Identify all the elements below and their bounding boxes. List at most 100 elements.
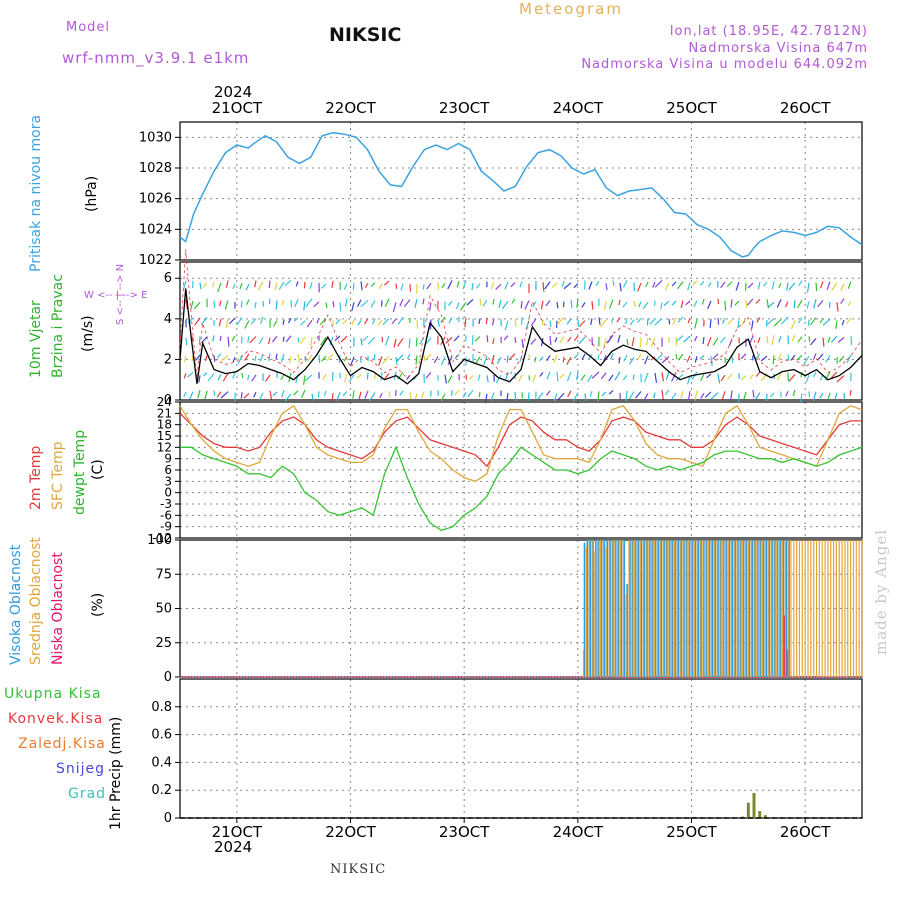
wind-arrow bbox=[561, 280, 565, 288]
y-tick-label: 100 bbox=[147, 533, 172, 548]
wind-arrow bbox=[754, 392, 761, 401]
wind-arrow bbox=[498, 299, 502, 308]
wind-arrow bbox=[505, 371, 509, 380]
wind-arrow bbox=[322, 373, 327, 380]
wind-arrow bbox=[588, 281, 593, 290]
wind-arrow bbox=[467, 389, 474, 398]
y-tick-label: 6 bbox=[164, 271, 172, 286]
wind-arrow bbox=[787, 354, 790, 361]
wind-arrow bbox=[297, 337, 300, 343]
wind-arrow bbox=[222, 373, 229, 382]
wind-arrow bbox=[336, 391, 341, 401]
wind-arrow bbox=[549, 335, 552, 346]
wind-arrow bbox=[400, 283, 404, 291]
wind-arrow bbox=[591, 371, 600, 379]
wind-arrow bbox=[545, 390, 551, 396]
wind-arrow bbox=[199, 282, 202, 290]
wind-arrow bbox=[532, 374, 537, 382]
wind-arrow bbox=[197, 389, 201, 399]
wind-arrow bbox=[675, 373, 684, 381]
wind-arrow bbox=[469, 375, 474, 380]
wind-arrow bbox=[849, 389, 852, 396]
wind-arrow bbox=[190, 300, 194, 310]
wind-arrow bbox=[601, 391, 607, 397]
wind-arrow bbox=[619, 282, 622, 292]
wind-arrow bbox=[712, 337, 719, 346]
wind-arrow bbox=[293, 317, 299, 322]
y-tick-label: 15 bbox=[157, 429, 172, 443]
wind-arrow bbox=[293, 390, 299, 396]
wind-arrow bbox=[752, 390, 755, 398]
wind-arrow bbox=[514, 319, 517, 327]
wind-arrow bbox=[772, 355, 775, 365]
wind-arrow bbox=[495, 374, 502, 384]
wind-arrow bbox=[671, 372, 677, 382]
wind-arrow bbox=[757, 337, 761, 344]
wind-arrow bbox=[331, 392, 334, 402]
wind-arrow bbox=[817, 353, 824, 360]
wind-arrow bbox=[717, 373, 721, 384]
wind-arrow bbox=[846, 317, 852, 324]
wind-arrow bbox=[671, 300, 677, 306]
wind-arrow bbox=[393, 338, 397, 348]
y-tick-label: -9 bbox=[160, 520, 172, 534]
wind-arrow bbox=[530, 318, 537, 327]
x-tick-label-top: 21OCT bbox=[212, 99, 263, 117]
wind-arrow bbox=[769, 392, 775, 398]
y-tick-label: 3 bbox=[164, 474, 172, 488]
wind-arrow bbox=[482, 299, 488, 307]
wind-arrow bbox=[676, 335, 684, 342]
wind-arrow bbox=[663, 300, 670, 307]
wind-arrow bbox=[838, 355, 845, 363]
wind-arrow bbox=[183, 391, 187, 398]
wind-arrow bbox=[765, 320, 768, 327]
wind-arrow bbox=[207, 373, 215, 382]
wind-arrow bbox=[646, 318, 649, 326]
wind-arrow bbox=[310, 337, 313, 347]
wind-arrow bbox=[604, 301, 607, 311]
wind-arrow bbox=[514, 392, 517, 401]
wind-arrow bbox=[826, 281, 831, 290]
wind-arrow bbox=[618, 357, 621, 364]
bottom-title: NIKSIC bbox=[330, 862, 387, 877]
wind-arrow bbox=[680, 300, 684, 309]
wind-arrow bbox=[614, 371, 621, 381]
wind-arrow bbox=[518, 374, 523, 382]
wind-arrow bbox=[683, 335, 691, 343]
wind-arrow bbox=[557, 392, 565, 401]
wind-arrow bbox=[454, 354, 460, 360]
year-top: 2024 bbox=[214, 83, 253, 101]
x-tick-label-top: 22OCT bbox=[325, 99, 376, 117]
wind-arrow bbox=[254, 355, 257, 362]
wind-arrow bbox=[520, 301, 523, 309]
wind-arrow bbox=[559, 336, 565, 343]
y-tick-label: 24 bbox=[157, 395, 172, 409]
wind-arrow bbox=[622, 301, 628, 308]
wind-arrow bbox=[635, 391, 642, 399]
series-line-sfc bbox=[179, 404, 863, 483]
wind-arrow bbox=[275, 353, 278, 360]
wind-arrow bbox=[408, 338, 411, 349]
wind-arrow bbox=[797, 299, 803, 309]
wind-arrow bbox=[717, 317, 720, 325]
wind-arrow bbox=[433, 356, 439, 364]
wind-arrow bbox=[202, 282, 208, 288]
wind-arrow bbox=[631, 337, 635, 347]
wind-arrow bbox=[835, 320, 838, 329]
wind-arrow bbox=[623, 354, 628, 362]
wind-arrow bbox=[304, 374, 313, 382]
wind-arrow bbox=[706, 373, 712, 379]
wind-arrow bbox=[850, 336, 853, 345]
wind-arrow bbox=[563, 282, 572, 290]
wind-arrow bbox=[806, 301, 810, 309]
wind-arrow bbox=[307, 354, 313, 362]
y-tick-label: -3 bbox=[160, 497, 172, 511]
wind-arrow bbox=[788, 374, 796, 382]
wind-arrow bbox=[379, 392, 383, 399]
wind-arrow bbox=[712, 353, 719, 360]
wind-arrow bbox=[660, 302, 663, 310]
wind-arrow bbox=[253, 391, 257, 398]
wind-arrow bbox=[800, 371, 803, 378]
legend-frz: Zaledj.Kisa bbox=[18, 736, 106, 752]
wind-arrow bbox=[577, 319, 580, 327]
